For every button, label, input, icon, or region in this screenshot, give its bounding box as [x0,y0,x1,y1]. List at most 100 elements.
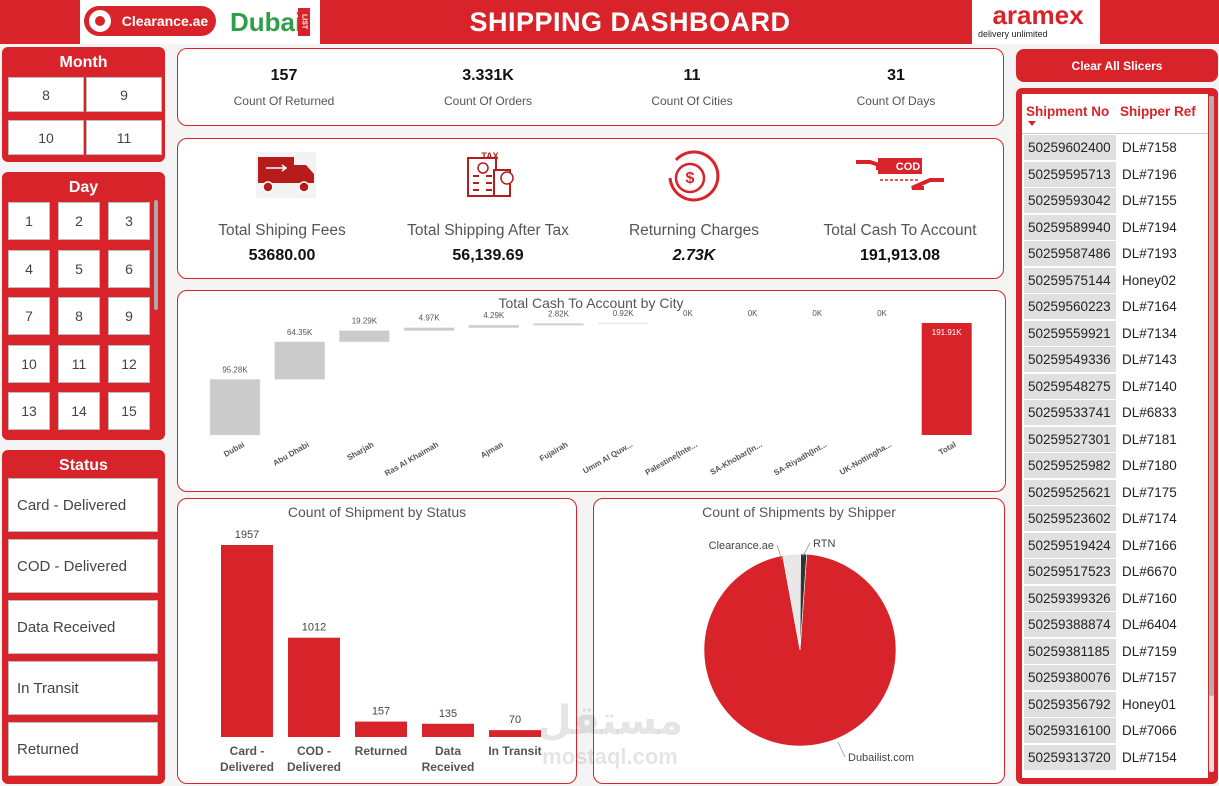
data-label: 95.28K [222,365,248,374]
data-label: 2.82K [548,310,570,319]
slicer-button[interactable]: 3 [108,202,150,240]
watermark: مستقل [537,698,683,744]
bar [355,721,407,737]
card-label: Total Shipping After Tax [407,222,569,239]
slicer-button[interactable]: Data Received [8,600,158,654]
data-label: 1012 [302,622,326,634]
kpi-label: Count Of Returned [233,94,335,108]
waterfall-bar [533,323,584,326]
table-cell: 50259549336 [1024,347,1116,373]
table-cell: DL#6833 [1118,400,1206,426]
table-cell: 50259595713 [1024,161,1116,188]
slicer-button[interactable]: 11 [86,120,162,155]
slicer-button[interactable]: 11 [58,344,100,383]
kpi-label: Count Of Days [856,94,936,108]
card-value: 191,913.08 [859,247,941,264]
slicer-button[interactable]: 10 [8,344,50,383]
x-tick-label: SA-Khobar(In... [709,440,764,477]
slicer-button[interactable]: 13 [8,392,50,430]
table-cell: DL#7158 [1118,135,1206,161]
slicer-button[interactable]: In Transit [8,661,158,715]
bar [422,723,474,737]
chart-title: Count of Shipment by Status [288,504,466,520]
slicer-button[interactable]: 8 [8,77,84,112]
data-label: 64.35K [287,328,313,337]
slicer-button[interactable]: Returned [8,722,158,776]
aramex-tagline: delivery unlimited [978,29,1048,39]
slicer-button[interactable]: 5 [58,249,100,288]
slicer-button[interactable]: 2 [58,202,100,240]
table-cell: DL#7066 [1118,718,1206,744]
data-label: 135 [439,708,457,720]
card-value: 53680.00 [248,247,316,264]
waterfall-box [177,290,1006,492]
kpi-value: 3.331K [462,67,514,84]
dubai-logo-sub: LIST [298,8,310,36]
waterfall-bar [274,341,325,380]
data-label: 0K [683,309,693,318]
kpi-box [177,48,1004,126]
slicer-button[interactable]: 12 [108,344,150,383]
table-cell: 50259380076 [1024,665,1116,691]
table-cell: 50259602400 [1024,135,1116,161]
table-cell: DL#6404 [1118,612,1206,638]
table-cell: DL#7134 [1118,320,1206,347]
slicer-button[interactable]: 15 [108,392,150,430]
table-cell: 50259575144 [1024,267,1116,294]
slicer-button[interactable]: COD - Delivered [8,539,158,593]
table-cell: 50259525621 [1024,479,1116,506]
x-tick-label: Ajman [479,440,505,460]
data-label: 0K [748,309,758,318]
chart-title: Total Cash To Account by City [499,295,684,311]
clearance-logo-mark-inner [95,16,105,26]
waterfall-bar [468,324,520,328]
leader-line [837,741,846,758]
day-scrollbar [154,200,158,310]
slicer-button[interactable]: 14 [58,392,100,430]
table-cell: 50259533741 [1024,400,1116,426]
table-cell: 50259548275 [1024,373,1116,400]
slicer-button[interactable]: 10 [8,120,84,155]
sort-arrow [1028,121,1036,126]
x-tick-label: UK-Nottingha... [838,440,893,477]
data-label: 19.29K [352,317,378,326]
slicer-button[interactable]: 8 [58,297,100,335]
slicer-button[interactable]: 7 [8,297,50,335]
column-header[interactable]: Shipment No [1026,103,1110,119]
slicer-button[interactable]: 1 [8,202,50,240]
leader-line [802,542,811,557]
slicer-title: Day [68,179,99,196]
clear-slicers-button[interactable]: Clear All Slicers [1016,49,1218,82]
table-cell: DL#7181 [1118,426,1206,453]
slicer-title: Month [59,54,108,71]
column-header[interactable]: Shipper Ref [1120,103,1196,119]
kpi-value: 31 [887,67,905,84]
table-scrollbar-thumb [1209,96,1214,696]
aramex-logo: aramex [992,0,1084,30]
x-tick-label: In Transit [488,744,542,758]
table-cell: 50259399326 [1024,585,1116,612]
slicer-button[interactable]: 4 [8,249,50,288]
pie-label: RTN [813,538,835,550]
table-cell: 50259587486 [1024,241,1116,267]
x-tick-label: SA-Riyadh(Int... [772,440,828,478]
table-cell: DL#7175 [1118,479,1206,506]
table-cell: DL#7193 [1118,241,1206,267]
table-cell: 50259517523 [1024,559,1116,585]
slicer-button[interactable]: 9 [108,297,150,335]
slicer-button[interactable]: 9 [86,77,162,112]
pie-label: Dubailist.com [848,752,914,764]
waterfall-total-bar [921,323,972,435]
x-tick-label: Data Received [421,744,475,774]
table-cell: DL#7159 [1118,638,1206,665]
table-cell: DL#7157 [1118,665,1206,691]
table: Shipment No Shipper Ref 50259602400 DL#7158… [1022,94,1208,778]
leader-line [776,544,783,561]
table-cell: 50259313720 [1024,744,1116,771]
slicer-button[interactable]: Card - Delivered [8,478,158,532]
table-cell: DL#7166 [1118,532,1206,559]
table-cell: DL#6670 [1118,559,1206,585]
slicer-button[interactable]: 6 [108,249,150,288]
